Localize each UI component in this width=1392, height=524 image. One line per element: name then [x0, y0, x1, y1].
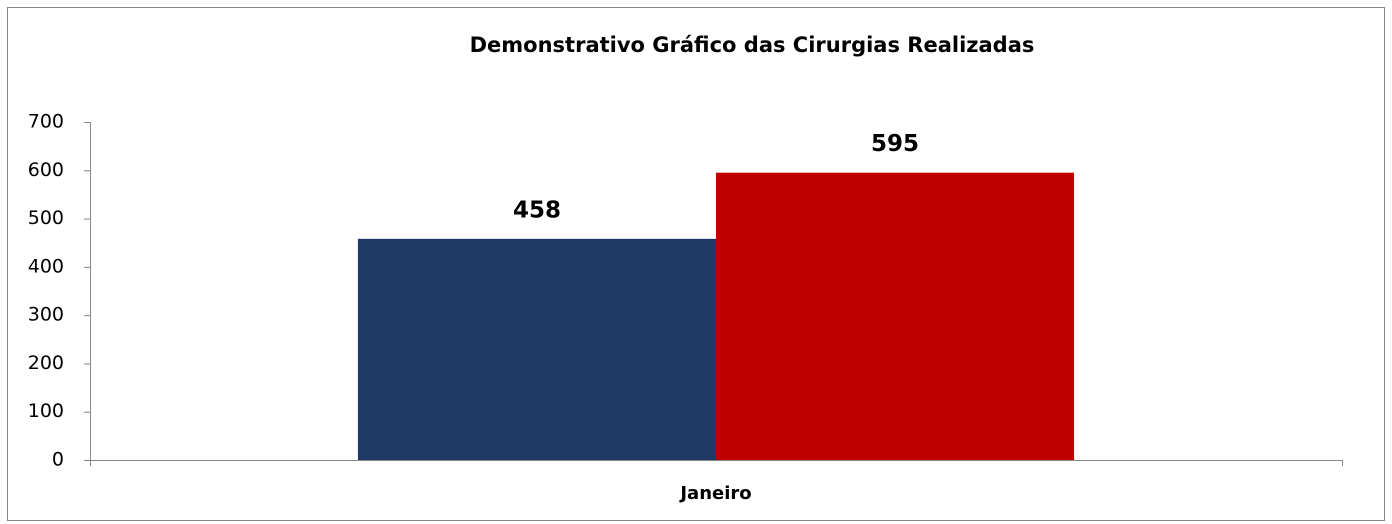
x-tick-label: Janeiro [678, 483, 751, 504]
value-label: 458 [513, 197, 561, 223]
y-tick-label: 400 [28, 255, 64, 277]
bar [357, 238, 716, 460]
y-tick-label: 200 [28, 352, 64, 374]
y-tick-label: 100 [28, 400, 64, 422]
bar [716, 172, 1075, 460]
y-tick-label: 0 [52, 449, 64, 471]
y-tick-label: 600 [28, 159, 64, 181]
y-tick-label: 500 [28, 207, 64, 229]
value-label: 595 [871, 131, 919, 157]
y-tick-label: 300 [28, 304, 64, 326]
chart-title: Demonstrativo Gráfico das Cirurgias Real… [470, 33, 1035, 57]
y-tick-label: 700 [28, 111, 64, 133]
